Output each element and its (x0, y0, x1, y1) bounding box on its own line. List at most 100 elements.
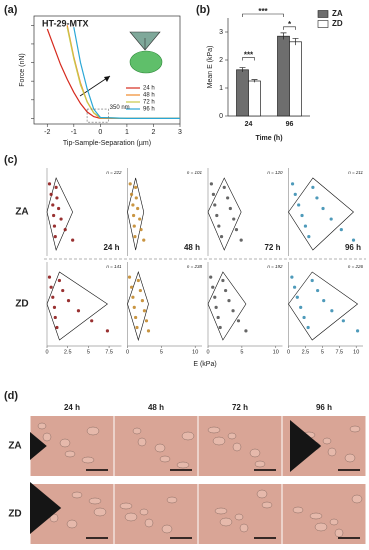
n-label: n = 120 (267, 170, 283, 175)
data-point (292, 285, 297, 289)
data-point (218, 325, 222, 330)
cell (66, 519, 78, 529)
data-point (209, 182, 213, 186)
force-curve (73, 27, 180, 119)
cell (59, 438, 71, 448)
n-label: n = 211 (348, 170, 363, 175)
data-point (138, 288, 142, 293)
data-point (316, 288, 320, 293)
cell (214, 507, 228, 515)
data-point (215, 213, 219, 218)
data-point (239, 238, 243, 242)
data-point (139, 228, 143, 232)
data-point (214, 305, 218, 309)
data-point (59, 217, 63, 221)
data-point (134, 185, 138, 189)
data-point (138, 217, 142, 221)
cell (93, 507, 107, 517)
data-point (53, 315, 57, 320)
cell (207, 426, 221, 434)
data-point (57, 278, 62, 283)
data-point (303, 224, 308, 228)
data-point (290, 182, 295, 186)
error-bar (239, 67, 246, 73)
violin-outline (127, 271, 149, 342)
data-point (133, 235, 137, 239)
data-point (142, 238, 146, 242)
significance-bracket (242, 13, 284, 17)
data-point (209, 275, 213, 279)
cantilever (30, 432, 47, 460)
cell (81, 456, 95, 464)
cell (234, 513, 244, 521)
data-point (315, 196, 319, 200)
y-tick-label: 3 (219, 29, 223, 36)
data-point (56, 206, 61, 211)
data-point (49, 192, 53, 196)
data-point (311, 185, 315, 189)
error-bar (251, 79, 258, 83)
x-tick-label: 0 (45, 349, 48, 355)
x-tick-label: 5 (240, 349, 243, 355)
cantilever (30, 482, 62, 534)
significance-bracket (242, 57, 255, 61)
data-point (211, 192, 216, 196)
data-point (51, 295, 55, 299)
data-point (302, 315, 306, 320)
x-tick-label: 0 (287, 349, 290, 355)
y-axis-label: Force (nN) (19, 53, 26, 86)
x-tick-label: 10 (273, 349, 279, 355)
data-point (339, 228, 343, 232)
column-label: 24 h (103, 243, 119, 252)
x-tick-label: 0 (98, 129, 102, 136)
data-point (132, 305, 136, 309)
x-tick-label: 5 (321, 349, 324, 355)
x-tick-label: 3 (178, 129, 182, 136)
x-tick-label: 2 (152, 129, 156, 136)
significance-label: * (288, 20, 292, 29)
cell (159, 455, 171, 463)
data-point (136, 278, 140, 283)
data-point (213, 295, 217, 299)
x-tick-label: 7.5 (105, 349, 113, 355)
violin-outline (207, 271, 247, 341)
data-point (290, 275, 294, 279)
x-tick-label: -2 (44, 129, 50, 136)
cell (261, 501, 273, 509)
panel-label: (a) (4, 4, 18, 16)
panel-label: (c) (4, 154, 18, 166)
error-bar (292, 38, 299, 46)
x-tick-label: -1 (71, 129, 77, 136)
cell (119, 502, 133, 510)
data-point (71, 238, 75, 242)
data-point (219, 235, 224, 239)
x-tick-label: 96 (286, 121, 294, 128)
n-label: n = 101 (187, 170, 203, 175)
significance-label: *** (258, 7, 268, 16)
data-point (52, 224, 57, 228)
data-point (330, 309, 334, 313)
cell (249, 448, 261, 458)
cell (212, 436, 226, 446)
row-label: ZA (15, 207, 28, 218)
significance-label: *** (244, 51, 254, 60)
y-tick-label: 2 (219, 57, 223, 64)
cell (88, 497, 102, 505)
data-point (321, 206, 325, 211)
y-tick-label: 1 (219, 85, 223, 92)
data-point (47, 275, 52, 279)
cell (292, 506, 304, 514)
x-tick-label: 0 (206, 349, 209, 355)
cell (144, 518, 154, 528)
data-point (55, 196, 59, 200)
cell (132, 427, 142, 435)
data-point (136, 206, 140, 211)
data-point (216, 315, 220, 320)
cell (42, 432, 52, 442)
data-point (51, 203, 55, 207)
legend-label: 96 h (143, 107, 155, 113)
row-label: ZA (8, 441, 21, 452)
cell (86, 426, 100, 436)
